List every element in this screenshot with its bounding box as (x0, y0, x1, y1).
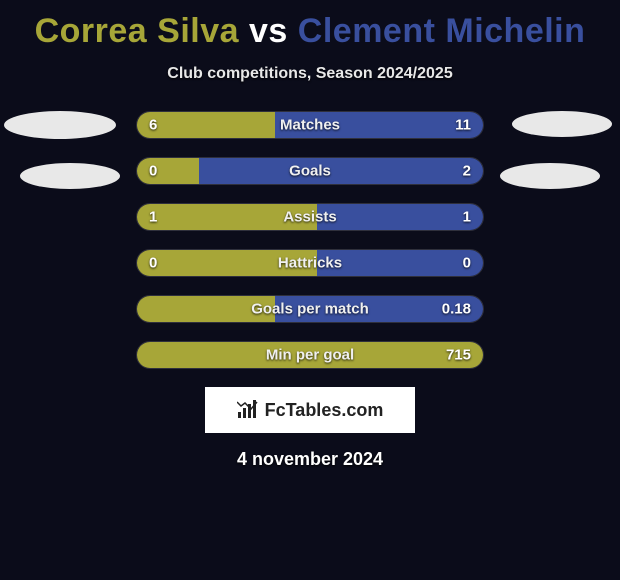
bar-fill-right (317, 204, 483, 230)
bar-fill-left (137, 112, 275, 138)
bars-container: 6 Matches 11 0 Goals 2 1 Assists 1 0 Hattricks 0 Goa… (136, 111, 484, 369)
stat-value-right: 1 (463, 209, 471, 226)
stat-value-left: 0 (149, 255, 157, 272)
avatar-placeholder-left-2 (20, 163, 120, 189)
stat-row: 0 Hattricks 0 (136, 249, 484, 277)
stat-row: 6 Matches 11 (136, 111, 484, 139)
bar-fill-left (137, 158, 199, 184)
stat-row: Goals per match 0.18 (136, 295, 484, 323)
page-title: Correa Silva vs Clement Michelin (0, 0, 620, 51)
stat-label: Min per goal (266, 347, 354, 364)
title-player1: Correa Silva (35, 12, 239, 50)
stat-value-right: 0 (463, 255, 471, 272)
stat-row: 0 Goals 2 (136, 157, 484, 185)
stat-value-right: 0.18 (442, 301, 471, 318)
bar-chart-icon (237, 400, 259, 420)
subtitle: Club competitions, Season 2024/2025 (0, 65, 620, 83)
stat-label: Goals (289, 163, 331, 180)
stat-value-left: 1 (149, 209, 157, 226)
stat-value-right: 2 (463, 163, 471, 180)
stat-row: Min per goal 715 (136, 341, 484, 369)
date-label: 4 november 2024 (0, 449, 620, 470)
stat-value-left: 0 (149, 163, 157, 180)
bar-fill-right (199, 158, 483, 184)
avatar-placeholder-left-1 (4, 111, 116, 139)
title-vs: vs (249, 12, 288, 50)
stat-label: Assists (283, 209, 336, 226)
stat-label: Matches (280, 117, 340, 134)
stat-value-right: 715 (446, 347, 471, 364)
stat-value-left: 6 (149, 117, 157, 134)
stat-label: Goals per match (251, 301, 369, 318)
logo-text: FcTables.com (265, 400, 384, 421)
stat-value-right: 11 (455, 117, 471, 134)
avatar-placeholder-right-1 (512, 111, 612, 137)
stat-row: 1 Assists 1 (136, 203, 484, 231)
stat-label: Hattricks (278, 255, 342, 272)
title-player2: Clement Michelin (298, 12, 586, 50)
avatar-placeholder-right-2 (500, 163, 600, 189)
comparison-chart: 6 Matches 11 0 Goals 2 1 Assists 1 0 Hattricks 0 Goa… (0, 111, 620, 369)
logo-box: FcTables.com (205, 387, 415, 433)
